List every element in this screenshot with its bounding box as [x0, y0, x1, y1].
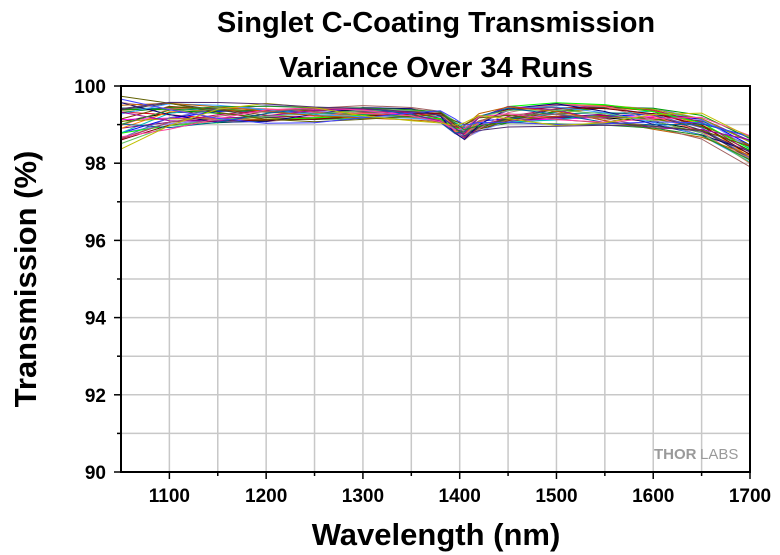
series-lines	[120, 95, 751, 168]
y-tick-label: 100	[74, 77, 106, 98]
x-tick-label: 1500	[535, 486, 577, 507]
grid	[121, 86, 750, 472]
run-series-line	[120, 101, 751, 153]
run-series-line	[120, 107, 751, 138]
y-tick-label: 94	[85, 309, 107, 330]
y-tick-label: 98	[85, 154, 106, 175]
run-series-line	[120, 98, 751, 138]
x-tick-label: 1400	[439, 486, 481, 507]
x-tick-label: 1600	[632, 486, 674, 507]
x-axis-label: Wavelength (nm)	[312, 517, 561, 552]
chart-title-line-2: Variance Over 34 Runs	[279, 52, 593, 84]
thorlabs-watermark-labs: LABS	[700, 446, 738, 463]
x-tick-label: 1200	[245, 486, 287, 507]
y-tick-label: 96	[85, 231, 106, 252]
x-tick-label: 1700	[729, 486, 771, 507]
thorlabs-watermark-thor: THOR	[654, 446, 697, 463]
run-series-line	[120, 105, 751, 161]
x-tick-label: 1100	[149, 486, 190, 507]
y-tick-label: 90	[85, 463, 106, 484]
run-series-line	[120, 102, 751, 150]
run-series-line	[120, 95, 751, 147]
x-tick-label: 1300	[342, 486, 384, 507]
y-tick-label: 92	[85, 386, 106, 407]
chart-title-line-1: Singlet C-Coating Transmission	[217, 7, 655, 39]
axis-ticks: 1100 1200 1300 1400 1500 1600 1700 90 92 94 96 98 10…	[74, 77, 771, 507]
y-axis-label: Transmission (%)	[8, 151, 43, 408]
